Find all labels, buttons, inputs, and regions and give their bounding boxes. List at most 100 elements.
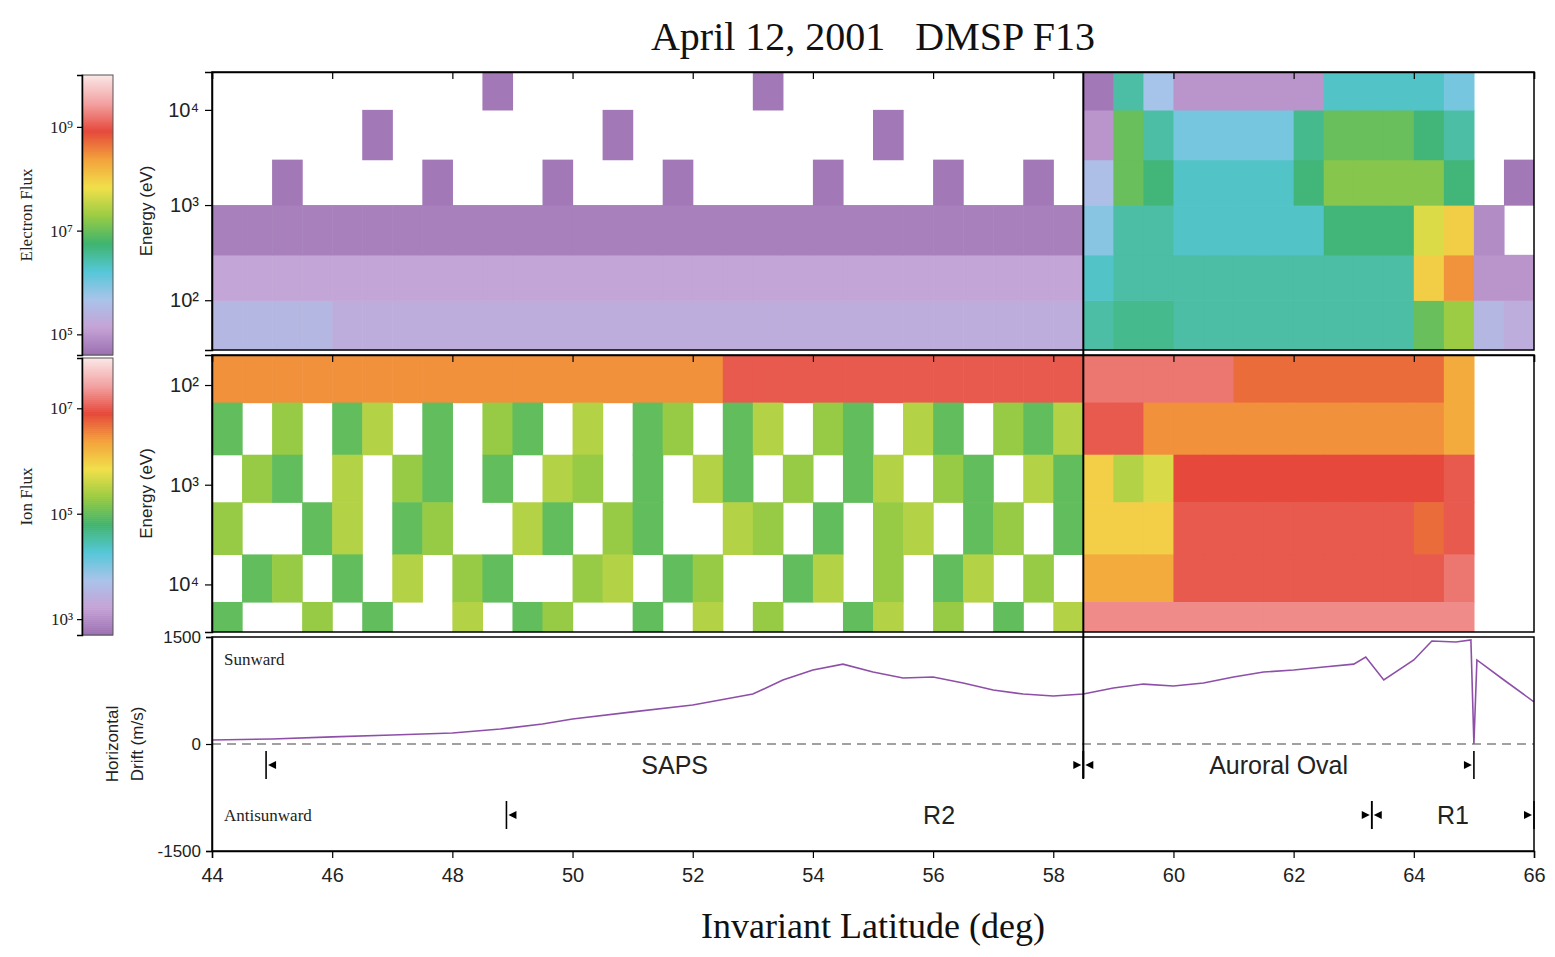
heatmap-cell [1023,300,1054,350]
heatmap-cell [963,300,994,350]
heatmap-cell [1143,455,1174,503]
x-axis-tick [1173,72,1174,79]
x-axis-tick-label: 54 [802,864,824,886]
y-axis-tick: 10³ [170,474,212,496]
heatmap-cell [272,355,303,403]
heatmap-cell [1234,110,1265,160]
heatmap-cell [482,455,513,503]
heatmap-cell [1113,160,1144,206]
x-axis-tick-mark [332,72,333,79]
heatmap-cell [1414,355,1445,403]
heatmap-cell [1324,502,1355,555]
heatmap-cell [753,403,784,456]
heatmap-cell [1204,110,1235,160]
x-axis-tick-label: 66 [1523,864,1545,886]
heatmap-cell [663,205,694,255]
heatmap-cell [573,455,604,503]
heatmap-cell [272,205,303,255]
colorbar-axis-tick-mark [77,231,82,232]
heatmap-cell [1444,403,1475,456]
heatmap-cell [1414,255,1445,301]
heatmap-cell [482,300,513,350]
heatmap-cell [1444,205,1475,255]
heatmap-cell [1444,255,1475,301]
heatmap-cell [332,455,363,503]
y-axis-tick: 1500 [163,628,212,647]
heatmap-cell [603,255,634,301]
region-start [506,801,508,829]
heatmap-cell [1324,403,1355,456]
heatmap-cell [1294,300,1325,350]
heatmap-cell [1143,602,1174,632]
x-axis-tick-mark [1053,72,1054,79]
heatmap-cell [1234,205,1265,255]
heatmap-cell [1384,110,1415,160]
colorbar-axis-tick-mark [77,408,82,409]
x-axis-tick: 46 [322,851,344,886]
heatmap-cell [1384,300,1415,350]
heatmap-cell [242,355,273,403]
heatmap-cell [1083,455,1114,503]
heatmap-cell [1264,255,1295,301]
heatmap-cell [1234,255,1265,301]
heatmap-cell [543,160,574,206]
heatmap-cell [332,554,363,602]
heatmap-cell [1053,205,1084,255]
region-bracket [266,751,1083,779]
heatmap-cell [482,355,513,403]
heatmap-cell [362,300,393,350]
x-axis-tick [1053,72,1054,79]
heatmap-cell [1444,455,1475,503]
heatmap-cell [813,355,844,403]
heatmap-cell [212,300,243,350]
heatmap-cell [603,110,634,160]
x-axis-tick [212,72,213,79]
heatmap-cell [723,255,754,301]
heatmap-cell [242,554,273,602]
heatmap-cell [1083,110,1114,160]
heatmap-cell [1264,602,1295,632]
colorbar-axis-tick: 10⁵ [50,505,82,524]
heatmap-cell [1204,554,1235,602]
heatmap-cell [1173,300,1204,350]
colorbar-axis-tick-label: 10⁵ [50,325,73,344]
heatmap-cell [543,502,574,555]
heatmap-cell [1264,403,1295,456]
y-axis-tick-label: 10² [170,374,199,396]
heatmap-cell [212,602,243,632]
region-label: Auroral Oval [1209,751,1348,779]
region-start-arrow [1085,761,1093,769]
heatmap-cell [933,455,964,503]
heatmap-cell [1053,300,1084,350]
y-axis: 10²10³10⁴ [168,73,212,351]
heatmap-cell [1234,72,1265,110]
heatmap-cell [1204,160,1235,206]
heatmap-cell [903,502,934,555]
heatmap-cell [1113,502,1144,555]
plot-background [212,355,1534,632]
colorbar-frame [82,75,113,355]
heatmap-cell [873,110,904,160]
heatmap-cell [1204,300,1235,350]
heatmap-cell [332,355,363,403]
heatmap-cell [362,602,393,632]
heatmap-cell [873,602,904,632]
region-start-arrow [268,761,276,769]
heatmap-cell [1053,502,1084,555]
x-axis-tick [573,355,574,362]
heatmap-cell [753,502,784,555]
heatmap-cell [1384,160,1415,206]
y-axis-tick-mark [205,584,212,585]
x-axis-tick: 64 [1403,851,1425,886]
y-axis-line [206,638,213,852]
heatmap-cell [1083,403,1114,456]
x-axis-tick: 56 [922,851,944,886]
heatmap-cell [1294,403,1325,456]
heatmap-cell [1474,205,1505,255]
x-axis-line [213,852,1535,859]
x-axis-tick: 44 [201,851,223,886]
x-axis-tick: 54 [802,851,824,886]
heatmap-cell [482,72,513,110]
region-start [265,751,267,779]
heatmap-cell [903,255,934,301]
